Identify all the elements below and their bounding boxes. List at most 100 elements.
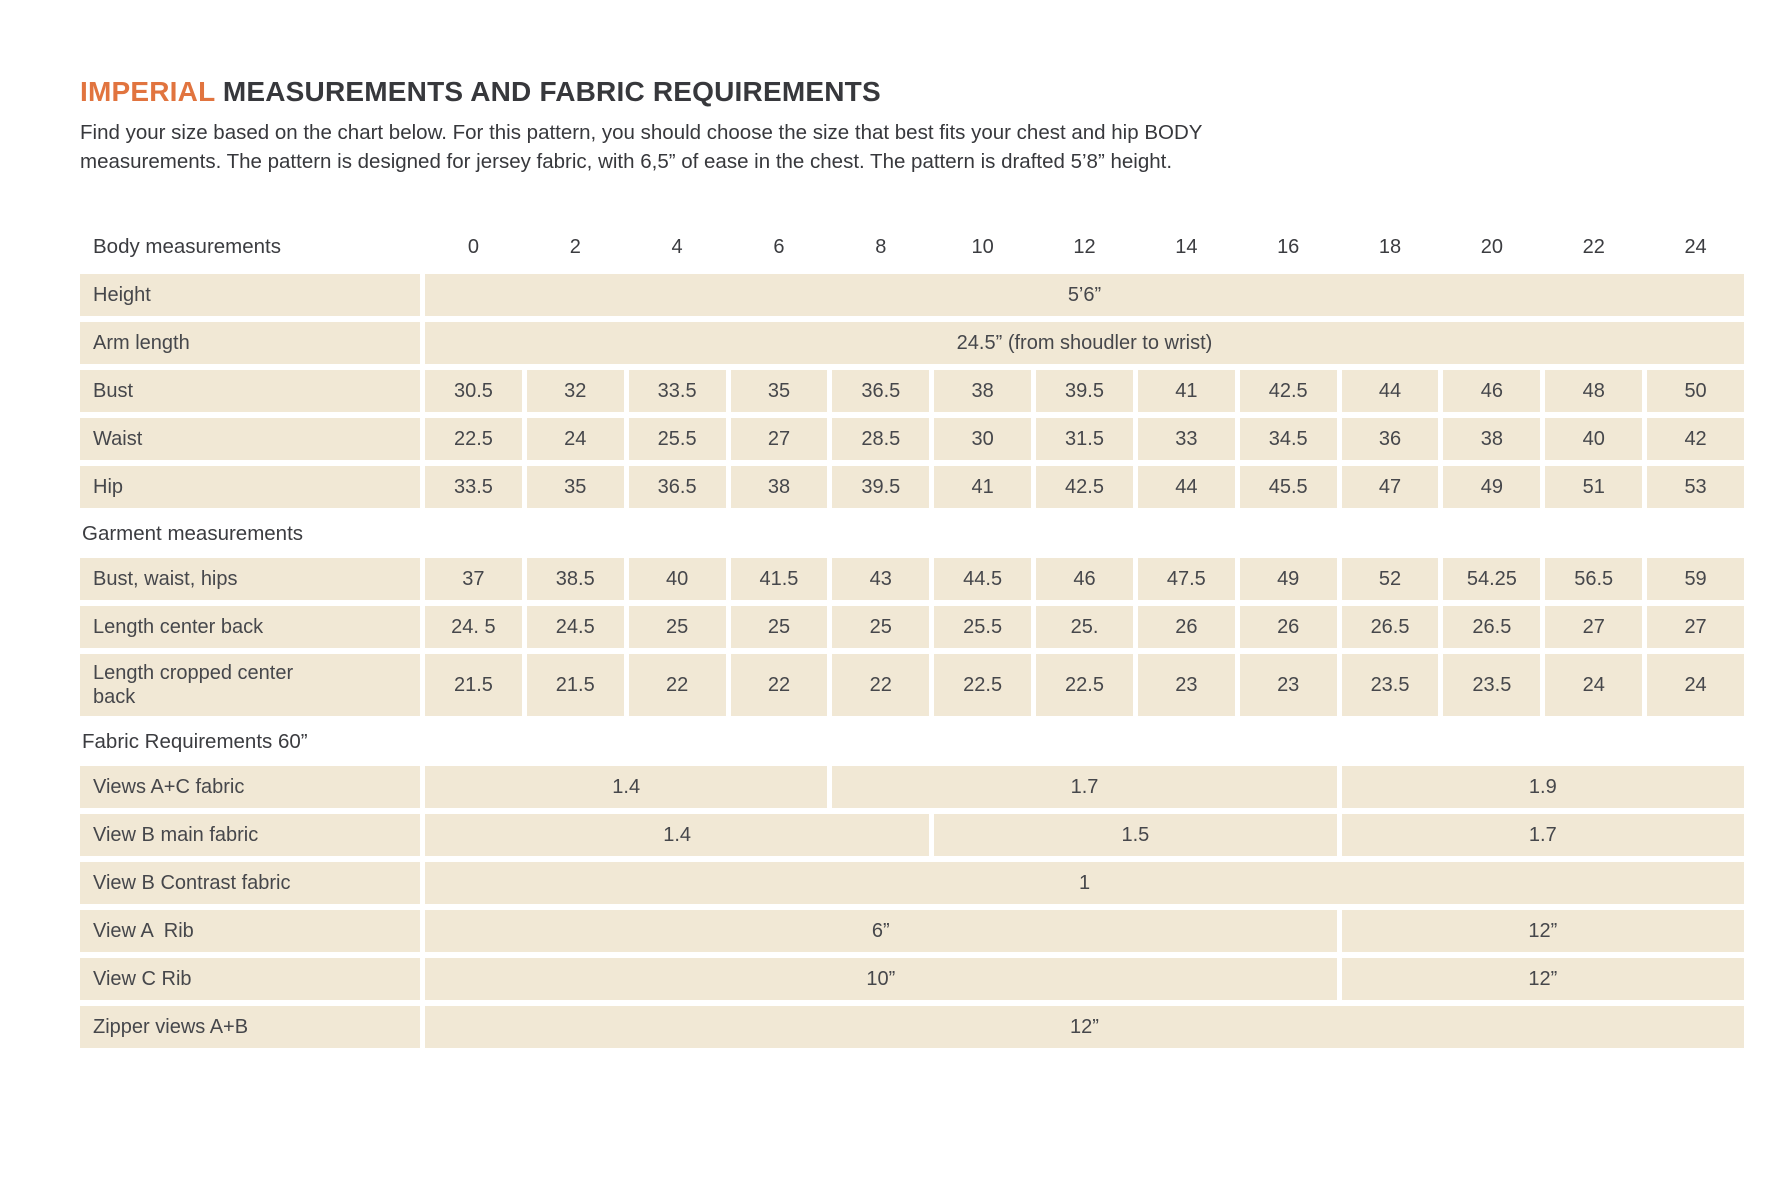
- measurement-cell: 33: [1137, 418, 1235, 460]
- measurement-cell: 26.5: [1341, 606, 1439, 648]
- measurement-cell: 25: [628, 606, 726, 648]
- measurement-cell: 22.5: [1036, 654, 1133, 716]
- size-column-header: 10: [971, 235, 994, 258]
- measurement-cell: 38: [934, 370, 1032, 412]
- measurement-cell: 42.5: [1036, 466, 1133, 508]
- size-column-header: 22: [1582, 235, 1605, 258]
- measurement-cell: 38.5: [526, 558, 624, 600]
- measurement-cell: 56.5: [1545, 558, 1643, 600]
- measurement-cell: 22: [628, 654, 726, 716]
- measurement-cell: 59: [1647, 558, 1744, 600]
- row-label: Zipper views A+B: [80, 1006, 420, 1048]
- measurement-cell: 25.: [1036, 606, 1133, 648]
- measurement-cell: 35: [730, 370, 828, 412]
- measurement-cell: 36.5: [628, 466, 726, 508]
- measurement-cell: 23: [1137, 654, 1235, 716]
- measurement-cell: 40: [628, 558, 726, 600]
- measurement-cell: 46: [1036, 558, 1133, 600]
- table-row: Zipper views A+B 12”: [80, 1006, 1744, 1048]
- measurement-cell: 24.5: [526, 606, 624, 648]
- table-row: View B Contrast fabric 1: [80, 862, 1744, 904]
- row-label: View C Rib: [80, 958, 420, 1000]
- table-row: Bust 30.5 32 33.5 35 36.5 38 39.5 41 42.5 44 46 48 50: [80, 370, 1744, 412]
- measurement-cell: 22.5: [934, 654, 1032, 716]
- table-row: View A Rib 6” 12”: [80, 910, 1744, 952]
- measurement-cell: 47.5: [1137, 558, 1235, 600]
- table-row: Hip 33.5 35 36.5 38 39.5 41 42.5 44 45.5 47 49 51 53: [80, 466, 1744, 508]
- measurement-cell: 37: [425, 558, 522, 600]
- measurement-cell: 31.5: [1036, 418, 1133, 460]
- measurement-cell: 27: [1647, 606, 1744, 648]
- measurement-cell: 41.5: [730, 558, 828, 600]
- size-column-header: 0: [467, 235, 479, 258]
- size-column-header: 20: [1480, 235, 1503, 258]
- row-label: Bust: [80, 370, 420, 412]
- row-label: Length cropped center back: [80, 654, 420, 716]
- row-label: Arm length: [80, 322, 420, 364]
- row-label: Length center back: [80, 606, 420, 648]
- measurement-cell: 27: [1545, 606, 1643, 648]
- size-column-header: 14: [1175, 235, 1198, 258]
- row-label: View B main fabric: [80, 814, 420, 856]
- table-header-row: Body measurements 0 2 4 6 8 10 12 14 16 18 20 22 24: [80, 228, 1744, 266]
- measurement-cell: 51: [1545, 466, 1643, 508]
- merged-cell: 1: [425, 862, 1744, 904]
- measurement-cell: 38: [1443, 418, 1541, 460]
- intro-paragraph: Find your size based on the chart below.…: [80, 118, 1766, 176]
- measurement-cell: 22: [832, 654, 930, 716]
- size-column-header: 6: [773, 235, 785, 258]
- merged-cell: 5’6”: [425, 274, 1744, 316]
- measurement-cell: 23.5: [1341, 654, 1439, 716]
- merged-cell: 24.5” (from shoudler to wrist): [425, 322, 1744, 364]
- measurement-cell: 24: [526, 418, 624, 460]
- measurement-cell: 21.5: [526, 654, 624, 716]
- merged-cell: 1.7: [832, 766, 1337, 808]
- measurement-cell: 24. 5: [425, 606, 522, 648]
- measurement-cell: 26: [1137, 606, 1235, 648]
- table-row: Waist 22.5 24 25.5 27 28.5 30 31.5 33 34.5 36 38 40 4…: [80, 418, 1744, 460]
- size-table: Body measurements 0 2 4 6 8 10 12 14 16 18 20 22 24 He…: [80, 228, 1744, 1048]
- measurement-cell: 24: [1647, 654, 1744, 716]
- measurement-cell: 50: [1647, 370, 1744, 412]
- row-label: Hip: [80, 466, 420, 508]
- merged-cell: 12”: [425, 1006, 1744, 1048]
- measurement-cell: 41: [934, 466, 1032, 508]
- measurement-cell: 49: [1443, 466, 1541, 508]
- measurement-cell: 48: [1545, 370, 1643, 412]
- measurement-cell: 53: [1647, 466, 1744, 508]
- measurement-cell: 25: [832, 606, 930, 648]
- title-rest: MEASUREMENTS AND FABRIC REQUIREMENTS: [214, 76, 881, 107]
- measurement-cell: 42.5: [1239, 370, 1337, 412]
- table-row: Length cropped center back 21.5 21.5 22 22 22…: [80, 654, 1744, 716]
- measurement-cell: 33.5: [425, 466, 522, 508]
- measurement-cell: 54.25: [1443, 558, 1541, 600]
- measurement-cell: 26.5: [1443, 606, 1541, 648]
- measurement-cell: 34.5: [1239, 418, 1337, 460]
- title-highlight: IMPERIAL: [80, 76, 215, 107]
- measurement-cell: 45.5: [1239, 466, 1337, 508]
- row-label: Waist: [80, 418, 420, 460]
- size-column-header: 2: [569, 235, 581, 258]
- measurement-cell: 32: [526, 370, 624, 412]
- measurement-cell: 47: [1341, 466, 1439, 508]
- measurement-cell: 25.5: [934, 606, 1032, 648]
- row-label: Height: [80, 274, 420, 316]
- header-label: Body measurements: [93, 235, 282, 258]
- measurement-cell: 42: [1647, 418, 1744, 460]
- table-row: Height 5’6”: [80, 274, 1744, 316]
- size-column-header: 18: [1378, 235, 1402, 258]
- merged-cell: 12”: [1341, 958, 1744, 1000]
- merged-cell: 12”: [1341, 910, 1744, 952]
- measurement-cell: 36: [1341, 418, 1439, 460]
- size-column-header: 8: [875, 235, 887, 258]
- table-row: Views A+C fabric 1.4 1.7 1.9: [80, 766, 1744, 808]
- table-row: Arm length 24.5” (from shoudler to wrist): [80, 322, 1744, 364]
- measurement-cell: 39.5: [1036, 370, 1133, 412]
- measurement-cell: 52: [1341, 558, 1439, 600]
- measurement-cell: 49: [1239, 558, 1337, 600]
- row-label: Views A+C fabric: [80, 766, 420, 808]
- measurement-cell: 38: [730, 466, 828, 508]
- size-column-header: 16: [1277, 235, 1300, 258]
- intro-line-1: Find your size based on the chart below.…: [80, 121, 1203, 144]
